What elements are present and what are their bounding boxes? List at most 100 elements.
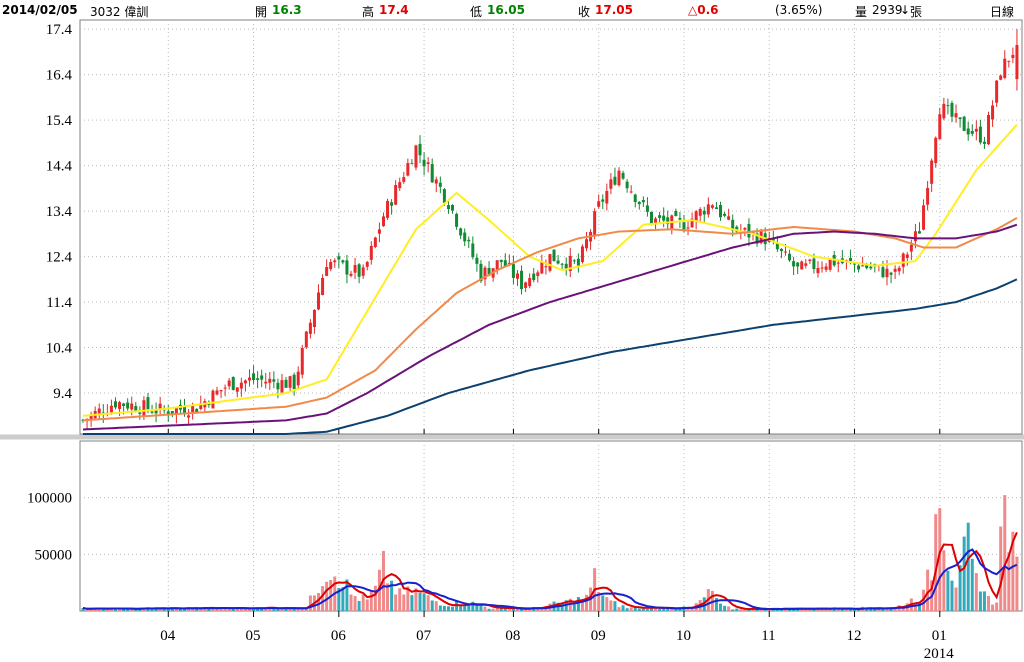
candle-body (247, 377, 251, 381)
price-tick-label: 17.4 (46, 22, 73, 38)
volume-bar (954, 587, 958, 611)
candle-body (280, 380, 284, 393)
x-tick-label: 07 (416, 628, 432, 644)
candle-body (922, 205, 926, 230)
candle-body (528, 277, 532, 287)
volume-bar (463, 605, 467, 611)
volume-bar (804, 609, 808, 611)
candle-body (605, 190, 609, 204)
candle-body (560, 263, 564, 265)
candle-body (109, 405, 113, 413)
volume-bar (491, 608, 495, 611)
candle-body (658, 215, 662, 218)
candle-body (694, 211, 698, 222)
candle-body (601, 199, 605, 202)
volume-bar (341, 587, 345, 611)
price-tick-label: 9.4 (53, 386, 72, 402)
candle-body (621, 172, 625, 179)
volume-bar (479, 605, 483, 611)
volume-bar (982, 591, 986, 611)
candle-body (869, 266, 873, 269)
candle-body (572, 260, 576, 262)
candle-body (796, 262, 800, 267)
candle-body (597, 201, 601, 207)
volume-bar (942, 550, 946, 611)
volume-bar (613, 601, 617, 611)
volume-bar (714, 598, 718, 611)
x-tick-label: 06 (331, 628, 347, 644)
volume-bar (662, 607, 666, 611)
volume-bar (853, 609, 857, 611)
candle-body (113, 401, 117, 408)
volume-bar (723, 605, 727, 611)
volume-bar (515, 608, 519, 611)
candle-body (580, 246, 584, 263)
candle-body (406, 163, 410, 176)
candle-body (544, 266, 548, 268)
candle-body (678, 218, 682, 220)
volume-bar (442, 605, 446, 611)
candle-body (714, 207, 718, 210)
volume-bar (633, 607, 637, 611)
volume-bar (85, 609, 89, 611)
volume-bar (276, 608, 280, 611)
volume-bar (978, 591, 982, 611)
price-tick-label: 13.4 (46, 204, 73, 220)
candle-body (548, 254, 552, 271)
volume-bar (239, 608, 243, 611)
candle-body (568, 255, 572, 272)
candle-body (783, 251, 787, 253)
volume-bar (686, 607, 690, 611)
candle-body (231, 377, 235, 390)
volume-bar (926, 569, 930, 611)
candle-body (978, 126, 982, 143)
candle-body (564, 263, 568, 270)
close-label: 收 (578, 5, 591, 19)
candle-body (958, 117, 962, 120)
candle-body (938, 114, 942, 140)
volume-bar (280, 608, 284, 611)
volume-bar (252, 608, 256, 611)
quote-header: 2014/02/05 3032 偉訓 開 16.3 高 17.4 低 16.05… (0, 0, 1024, 20)
candle-body (901, 253, 905, 267)
candle-body (641, 200, 645, 203)
candle-body (195, 408, 199, 412)
volume-bar (641, 607, 645, 611)
volume-bar (187, 607, 191, 611)
volume-bar (938, 508, 942, 611)
candle-body (134, 406, 138, 412)
volume-bar (430, 600, 434, 611)
volume-bar (934, 514, 938, 611)
candle-body (402, 177, 406, 182)
volume-bar (105, 609, 109, 611)
volume-bar (836, 608, 840, 611)
volume-unit: 張 (910, 5, 923, 19)
candle-body (337, 256, 341, 260)
volume-bar (690, 607, 694, 611)
volume-bar (995, 602, 999, 611)
volume-bar (759, 609, 763, 611)
candle-body (243, 380, 247, 384)
candle-body (264, 381, 268, 384)
navy-moving-average-line (83, 278, 1018, 435)
volume-bar (292, 609, 296, 611)
candle-body (154, 410, 158, 414)
candle-body (146, 397, 150, 410)
candle-body (357, 264, 361, 277)
volume-bar (361, 594, 365, 611)
candle-body (637, 201, 641, 205)
volume-bar (390, 580, 394, 611)
candle-body (381, 216, 385, 227)
candle-body (962, 116, 966, 131)
volume-bar (520, 608, 524, 611)
candle-body (987, 115, 991, 145)
volume-bar (1007, 552, 1011, 611)
volume-bar (345, 579, 349, 611)
volume-bar (146, 608, 150, 611)
volume-bar (601, 595, 605, 611)
candle-body (719, 205, 723, 218)
candle-body (889, 272, 893, 275)
volume-bar (873, 608, 877, 611)
volume-bar (950, 580, 954, 611)
candle-body (187, 415, 191, 418)
